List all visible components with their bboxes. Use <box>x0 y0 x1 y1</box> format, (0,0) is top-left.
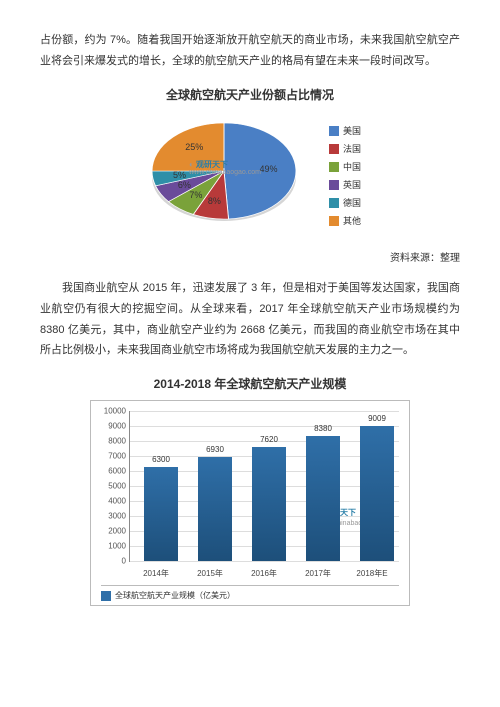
bar-value-label: 6930 <box>198 445 232 454</box>
y-tick: 0 <box>100 557 126 566</box>
bar-value-label: 8380 <box>306 424 340 433</box>
y-tick: 9000 <box>100 422 126 431</box>
legend-label: 英国 <box>343 178 361 191</box>
paragraph-2: 我国商业航空从 2015 年，迅速发展了 3 年，但是相对于美国等发达国家，我国… <box>40 278 460 362</box>
bar-value-label: 9009 <box>360 414 394 423</box>
pie-slice-label: 7% <box>189 190 202 200</box>
pie-slice-label: 6% <box>178 180 191 190</box>
y-tick: 6000 <box>100 467 126 476</box>
pie-legend: 美国法国中国英国德国其他 <box>329 124 361 227</box>
pie-canvas: 49%8%7%6%5%25% ◐ 观研天下 www.chinabaogao.co… <box>139 111 309 241</box>
grid-line <box>130 411 399 412</box>
legend-label: 美国 <box>343 124 361 137</box>
y-tick: 1000 <box>100 542 126 551</box>
bar: 6930 <box>198 457 232 561</box>
legend-label: 中国 <box>343 160 361 173</box>
bar-legend: 全球航空航天产业规模（亿美元） <box>101 585 399 601</box>
legend-swatch <box>329 162 339 172</box>
y-tick: 5000 <box>100 482 126 491</box>
pie-chart: 49%8%7%6%5%25% ◐ 观研天下 www.chinabaogao.co… <box>40 111 460 241</box>
legend-swatch <box>329 180 339 190</box>
bar: 6300 <box>144 467 178 562</box>
x-tick-label: 2015年 <box>193 568 227 579</box>
x-tick-label: 2018年E <box>355 568 389 579</box>
y-tick: 7000 <box>100 452 126 461</box>
legend-item: 英国 <box>329 178 361 191</box>
bar-value-label: 7620 <box>252 435 286 444</box>
bar: 8380 <box>306 436 340 562</box>
grid-line <box>130 426 399 427</box>
bar-chart-title: 2014-2018 年全球航空航天产业规模 <box>40 375 460 392</box>
legend-swatch <box>329 126 339 136</box>
legend-item: 法国 <box>329 142 361 155</box>
x-tick-label: 2016年 <box>247 568 281 579</box>
pie-slice-label: 8% <box>208 196 221 206</box>
bar-x-axis: 2014年 2015年 2016年 2017年 2018年E <box>129 566 399 579</box>
bar-value-label: 6300 <box>144 455 178 464</box>
grid-line <box>130 561 399 562</box>
bar: 7620 <box>252 447 286 561</box>
x-tick-label: 2014年 <box>139 568 173 579</box>
legend-item: 中国 <box>329 160 361 173</box>
bar-legend-label: 全球航空航天产业规模（亿美元） <box>115 590 235 601</box>
y-tick: 4000 <box>100 497 126 506</box>
paragraph-1: 占份额，约为 7%。随着我国开始逐渐放开航空航天的商业市场，未来我国航空航空产业… <box>40 30 460 72</box>
pie-chart-title: 全球航空航天产业份额占比情况 <box>40 86 460 103</box>
pie-slice-label: 5% <box>173 170 186 180</box>
legend-item: 美国 <box>329 124 361 137</box>
legend-label: 法国 <box>343 142 361 155</box>
legend-item: 其他 <box>329 214 361 227</box>
y-tick: 3000 <box>100 512 126 521</box>
y-tick: 8000 <box>100 437 126 446</box>
y-tick: 2000 <box>100 527 126 536</box>
legend-label: 其他 <box>343 214 361 227</box>
legend-swatch <box>329 198 339 208</box>
pie-slice-label: 49% <box>259 164 277 174</box>
y-tick: 10000 <box>100 407 126 416</box>
x-tick-label: 2017年 <box>301 568 335 579</box>
bar-chart: ◐ 观研天下www.chinabaogao.com 01000200030004… <box>90 400 410 606</box>
legend-item: 德国 <box>329 196 361 209</box>
legend-swatch <box>329 144 339 154</box>
pie-source: 资料来源：整理 <box>40 249 460 264</box>
bar: 9009 <box>360 426 394 561</box>
bar-canvas: ◐ 观研天下www.chinabaogao.com 01000200030004… <box>129 411 399 562</box>
legend-label: 德国 <box>343 196 361 209</box>
bar-legend-swatch <box>101 591 111 601</box>
legend-swatch <box>329 216 339 226</box>
pie-slice-label: 25% <box>185 142 203 152</box>
